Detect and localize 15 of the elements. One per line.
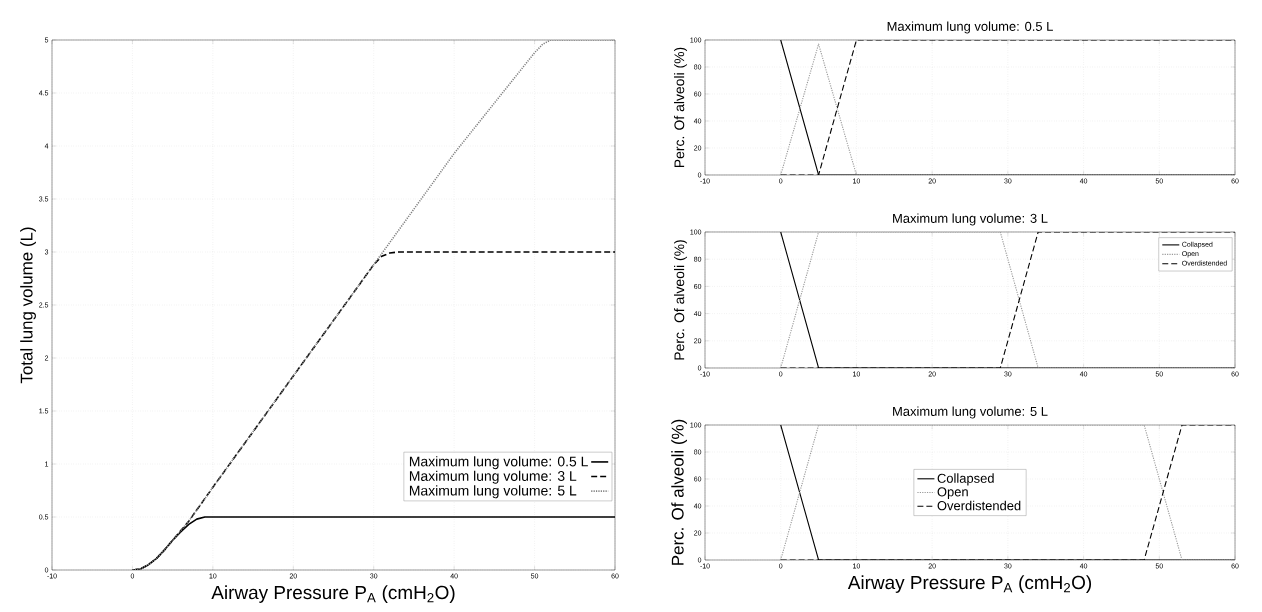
y-axis-title: Total lung volume (L) — [20, 227, 36, 384]
legend-label: Overdistended — [937, 500, 1021, 511]
y-axis-title: Perc. Of alveoli (%) — [671, 419, 688, 565]
legend-label: Maximum lung volume: 3 L — [409, 470, 577, 484]
chart-title: Maximum lung volume: 3 L — [893, 213, 1048, 226]
x-axis-title: Airway Pressure P$_{A}$ (cmH$_{2}$O) — [211, 585, 455, 603]
legend-label: Open — [937, 487, 968, 499]
x-axis-title: Airway Pressure P$_{A}$ (cmH$_{2}$O) — [847, 575, 1092, 593]
y-axis-title: Perc. Of alveoli (%) — [674, 240, 688, 360]
chart-title: Maximum lung volume: 5 L — [893, 406, 1048, 419]
legend-label: Maximum lung volume: 5 L — [409, 485, 577, 499]
legend-label: Maximum lung volume: 0.5 L — [409, 456, 588, 470]
y-axis-title: Perc. Of alveoli (%) — [674, 47, 688, 168]
chart-title: Maximum lung volume: 0.5 L — [887, 21, 1053, 34]
legend-label: Collapsed — [937, 473, 994, 486]
